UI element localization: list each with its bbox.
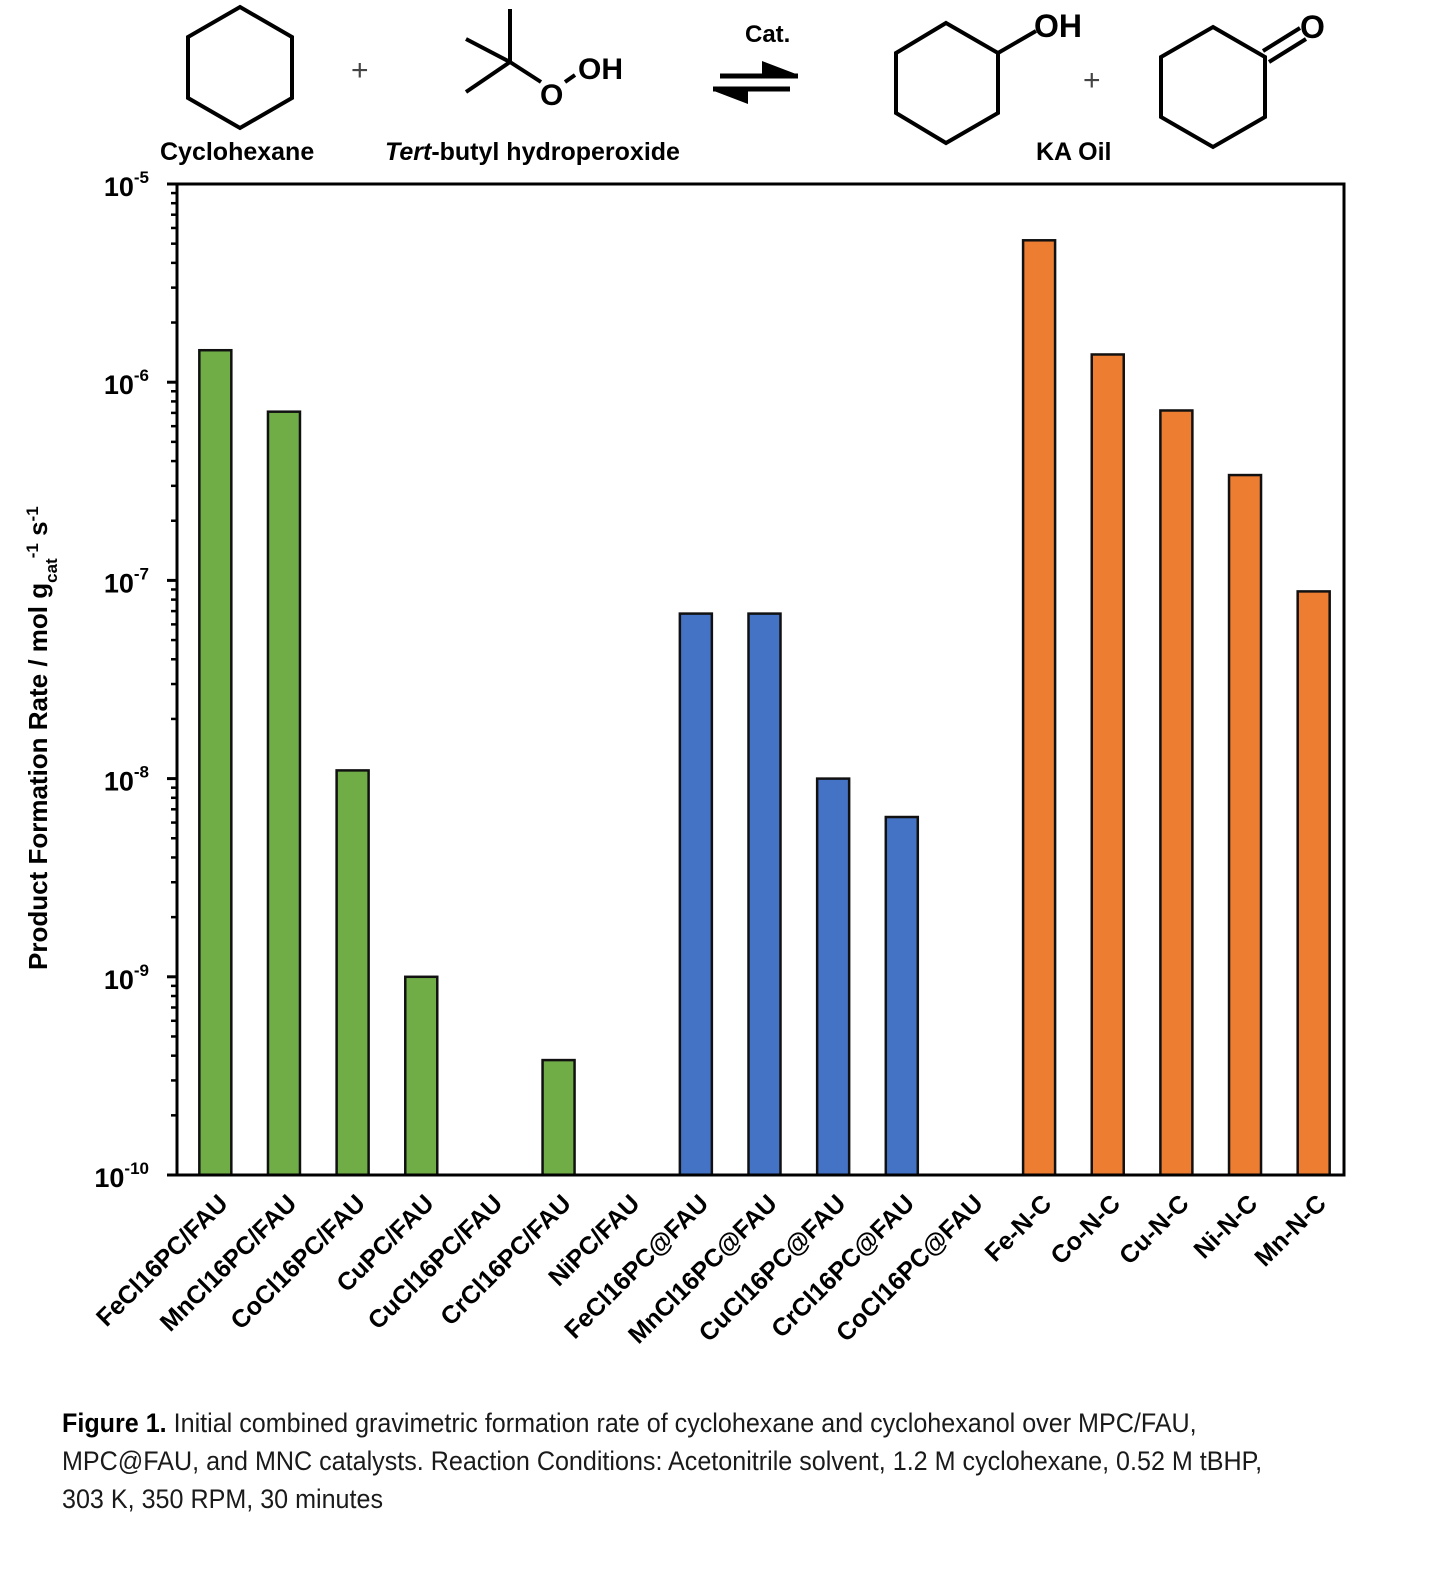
y-tick-base: 10 (104, 767, 134, 797)
y-axis-label-main: Product Formation Rate / mol g (23, 583, 53, 970)
y-tick-label: 10-8 (104, 763, 149, 797)
y-tick-label: 10-9 (104, 961, 149, 995)
tbhp-label: Tert-butyl hydroperoxide (385, 138, 680, 167)
y-tick-labels: 10-510-610-710-810-910-10 (94, 168, 149, 1193)
bar-fecl16pc-fau (678, 612, 714, 1177)
plus-sign-2: + (1083, 64, 1101, 97)
bar-crcl16pc-fau (884, 815, 920, 1177)
bar-co-n-c (1090, 353, 1125, 1177)
equilibrium-arrow-icon (713, 61, 798, 104)
y-tick-base: 10 (104, 172, 134, 202)
figure-caption-label: Figure 1. (62, 1408, 167, 1438)
y-tick-exponent: -8 (134, 763, 149, 782)
y-major-ticks (167, 182, 177, 1177)
bar-cu-n-c (1159, 409, 1194, 1177)
bar-mn-n-c (1296, 590, 1331, 1177)
bar-mncl16pc-fau (747, 612, 782, 1177)
bar-crcl16pc-fau (541, 1058, 576, 1177)
bar-cucl16pc-fau (815, 777, 851, 1177)
y-axis-label: Product Formation Rate / mol gcat-1 s-1 (23, 506, 61, 970)
peroxide-o-label: O (540, 79, 563, 112)
cyclohexane-structure (186, 4, 294, 131)
tbhp-structure (464, 9, 577, 94)
y-tick-label: 10-10 (94, 1159, 149, 1193)
y-tick-base: 10 (94, 1163, 124, 1193)
y-tick-exponent: -9 (134, 961, 149, 980)
cyclohexane-label: Cyclohexane (160, 138, 315, 166)
bar-mncl16pc-fau (266, 410, 302, 1177)
cyclohexanol-structure (894, 20, 1038, 146)
y-tick-exponent: -7 (134, 564, 149, 583)
x-tick-label: Co-N-C (1045, 1189, 1126, 1270)
x-tick-label: Fe-N-C (980, 1189, 1058, 1267)
catalyst-label: Cat. (745, 21, 790, 48)
y-tick-base: 10 (104, 568, 134, 598)
y-tick-label: 10-6 (104, 366, 149, 400)
bars (198, 239, 1331, 1177)
carbonyl-o-label: O (1300, 9, 1325, 45)
hydroxyl-label: OH (1034, 8, 1082, 44)
bar-chart: 10-510-610-710-810-910-10 FeCl16PC/FAUMn… (23, 168, 1346, 1349)
ka-oil-label: KA Oil (1036, 138, 1112, 166)
bar-fecl16pc-fau (198, 348, 233, 1177)
figure-caption-text: Initial combined gravimetric formation r… (62, 1408, 1263, 1514)
reaction-scheme: + O OH Cat. OH + O (0, 0, 1446, 175)
plot-frame (175, 182, 1346, 1177)
cyclohexanone-structure (1159, 24, 1308, 150)
y-tick-exponent: -5 (134, 168, 149, 187)
bar-cocl16pc-fau (335, 769, 370, 1177)
y-axis-label-sub: cat (42, 558, 61, 583)
bar-cupc-fau (404, 975, 439, 1177)
y-tick-base: 10 (104, 370, 134, 400)
figure-caption: Figure 1. Initial combined gravimetric f… (62, 1404, 1271, 1518)
y-tick-label: 10-5 (104, 168, 149, 202)
y-tick-exponent: -10 (124, 1159, 149, 1178)
bar-fe-n-c (1021, 239, 1057, 1177)
y-tick-base: 10 (104, 965, 134, 995)
x-tick-labels: FeCl16PC/FAUMnCl16PC/FAUCoCl16PC/FAUCuPC… (91, 1189, 1332, 1349)
y-tick-label: 10-7 (104, 564, 149, 598)
y-axis-label-mid: s (23, 521, 53, 543)
plus-sign-1: + (351, 54, 369, 87)
tbhp-label-rest: -butyl hydroperoxide (431, 138, 680, 166)
reaction-scheme-drawing: + O OH Cat. OH + O (186, 4, 1325, 150)
bar-ni-n-c (1227, 473, 1263, 1177)
tbhp-label-italic: Tert (385, 138, 432, 166)
y-tick-exponent: -6 (134, 366, 149, 385)
peroxide-oh-label: OH (578, 53, 623, 86)
y-axis-label-sup1: -1 (23, 543, 42, 558)
y-axis-label-sup2: -1 (23, 506, 42, 521)
x-tick-label: Mn-N-C (1249, 1189, 1332, 1272)
x-tick-label: Cu-N-C (1114, 1189, 1195, 1270)
